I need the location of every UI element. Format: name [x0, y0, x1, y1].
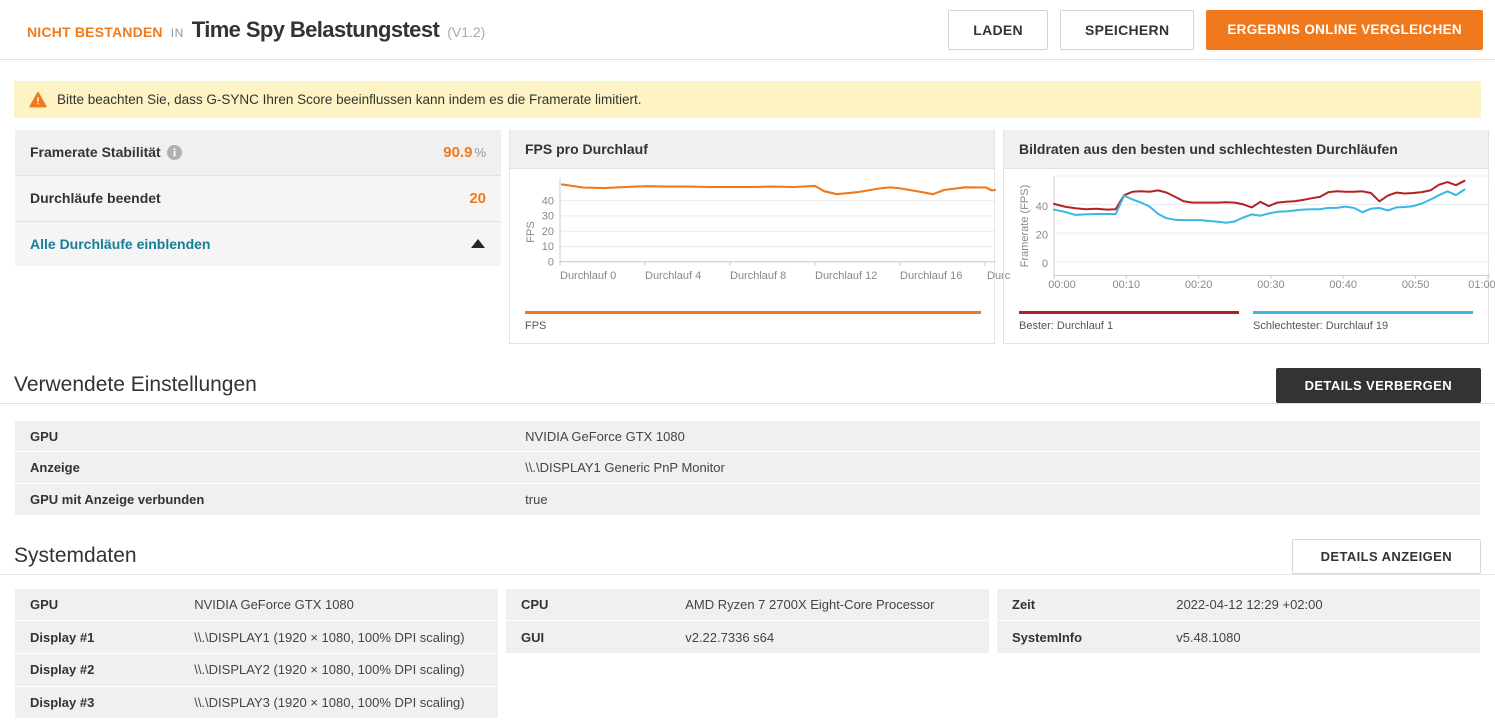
svg-text:00:20: 00:20: [1185, 279, 1213, 291]
svg-text:Durchlauf 12: Durchlauf 12: [815, 270, 877, 282]
svg-text:FPS: FPS: [525, 221, 537, 242]
svg-text:00:00: 00:00: [1048, 279, 1076, 291]
svg-text:Durchlauf 8: Durchlauf 8: [730, 270, 786, 282]
svg-text:00:10: 00:10: [1113, 279, 1141, 291]
svg-text:0: 0: [1042, 258, 1048, 270]
svg-text:40: 40: [542, 195, 554, 207]
svg-text:Durchlauf 16: Durchlauf 16: [900, 270, 962, 282]
svg-text:00:50: 00:50: [1402, 279, 1430, 291]
svg-text:40: 40: [1036, 201, 1048, 213]
svg-text:20: 20: [1036, 229, 1048, 241]
svg-text:20: 20: [542, 226, 554, 238]
svg-text:01:00: 01:00: [1468, 279, 1495, 291]
svg-text:Durchlauf 4: Durchlauf 4: [645, 270, 701, 282]
svg-text:30: 30: [542, 210, 554, 222]
svg-text:Framerate (FPS): Framerate (FPS): [1019, 184, 1031, 267]
svg-text:00:30: 00:30: [1257, 279, 1285, 291]
svg-text:Durchlauf 0: Durchlauf 0: [560, 270, 616, 282]
svg-text:00:40: 00:40: [1329, 279, 1357, 291]
svg-text:10: 10: [542, 241, 554, 253]
svg-text:0: 0: [548, 256, 554, 268]
